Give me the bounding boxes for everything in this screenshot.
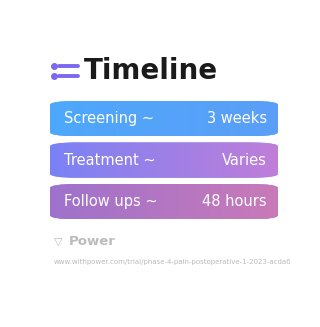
Text: www.withpower.com/trial/phase-4-pain-postoperative-1-2023-acda6: www.withpower.com/trial/phase-4-pain-pos…	[54, 259, 291, 265]
FancyBboxPatch shape	[50, 101, 278, 136]
Text: Screening ~: Screening ~	[64, 111, 154, 126]
Text: Timeline: Timeline	[84, 57, 218, 85]
Text: Follow ups ~: Follow ups ~	[64, 194, 157, 209]
Text: ▽: ▽	[54, 237, 62, 247]
Text: 3 weeks: 3 weeks	[206, 111, 267, 126]
FancyBboxPatch shape	[50, 143, 278, 178]
Text: Power: Power	[68, 235, 116, 249]
Text: Varies: Varies	[222, 153, 267, 168]
Text: Treatment ~: Treatment ~	[64, 153, 155, 168]
FancyBboxPatch shape	[50, 184, 278, 219]
Text: 48 hours: 48 hours	[202, 194, 267, 209]
